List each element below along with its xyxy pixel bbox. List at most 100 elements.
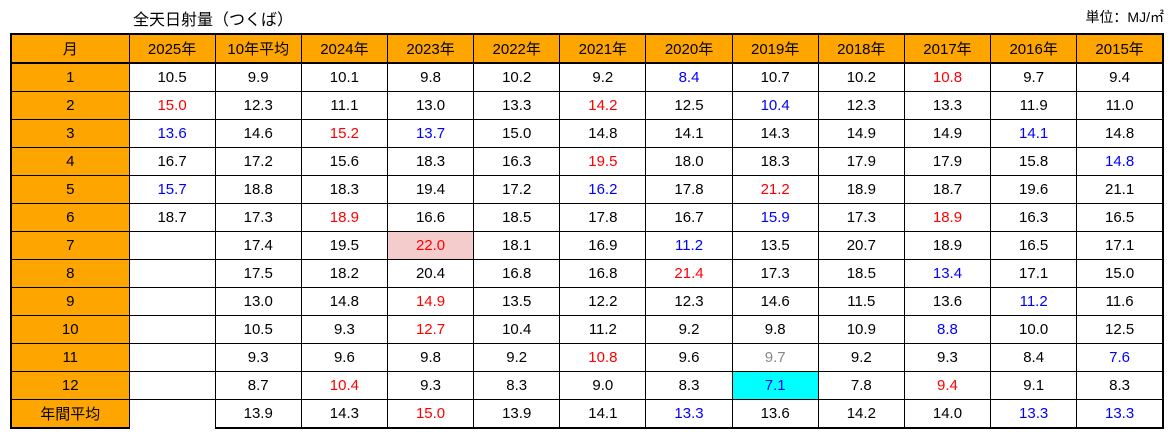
- value-cell: 10.0: [990, 315, 1078, 344]
- value-cell: 16.2: [559, 175, 647, 204]
- value-cell: 13.6: [731, 399, 819, 429]
- value-cell: 10.5: [128, 62, 216, 92]
- value-cell: 9.4: [903, 371, 992, 400]
- value-cell: 14.8: [300, 287, 388, 316]
- row-label-cell: 5: [10, 175, 130, 204]
- value-cell: 12.7: [386, 315, 475, 344]
- value-cell: 16.8: [559, 259, 647, 288]
- table-row: 7 17.4 19.5 22.0 18.1 16.9 11.2 13.5 20.7 18.9 16.…: [10, 231, 1164, 260]
- value-cell: 9.8: [386, 343, 475, 372]
- value-cell: 18.7: [903, 175, 992, 204]
- value-cell: 11.1: [300, 91, 388, 120]
- month-column-header: 月: [10, 33, 130, 64]
- value-cell: 16.3: [473, 147, 561, 176]
- value-cell: [128, 315, 216, 344]
- value-cell: 15.0: [386, 399, 475, 429]
- value-cell: 9.3: [300, 315, 388, 344]
- value-cell: 12.5: [1076, 315, 1164, 344]
- value-cell: 19.5: [300, 231, 388, 260]
- value-cell: 9.1: [990, 371, 1078, 400]
- value-cell: 9.7: [990, 62, 1078, 92]
- value-cell: 14.1: [990, 119, 1078, 148]
- value-cell: 10.4: [731, 91, 819, 120]
- value-cell: 9.9: [214, 62, 302, 92]
- row-label-cell: 3: [10, 119, 130, 148]
- value-cell: 17.9: [903, 147, 992, 176]
- value-cell: 11.2: [990, 287, 1078, 316]
- value-cell: 17.1: [990, 259, 1078, 288]
- value-cell: 18.9: [817, 175, 905, 204]
- value-cell: 7.8: [817, 371, 905, 400]
- value-cell: 18.9: [903, 231, 992, 260]
- value-cell: 9.2: [645, 315, 733, 344]
- value-cell: 13.0: [386, 91, 475, 120]
- value-cell: 14.0: [903, 399, 992, 429]
- value-cell: 19.6: [990, 175, 1078, 204]
- value-cell: 13.4: [903, 259, 992, 288]
- value-cell: 11.2: [559, 315, 647, 344]
- value-cell: 10.2: [473, 62, 561, 92]
- year-column-header: 2021年: [559, 33, 647, 64]
- value-cell: 13.6: [903, 287, 992, 316]
- value-cell: 8.4: [990, 343, 1078, 372]
- value-cell: 9.3: [214, 343, 302, 372]
- value-cell: 14.8: [1076, 147, 1164, 176]
- value-cell: 19.5: [559, 147, 647, 176]
- value-cell: 13.0: [214, 287, 302, 316]
- year-column-header: 2022年: [473, 33, 561, 64]
- year-column-header: 2018年: [817, 33, 905, 64]
- value-cell: 13.3: [903, 91, 992, 120]
- row-label-cell: 8: [10, 259, 130, 288]
- value-cell: 17.3: [731, 259, 819, 288]
- value-cell: 8.7: [214, 371, 302, 400]
- table-row: 10 10.5 9.3 12.7 10.4 11.2 9.2 9.8 10.9 8.8 10.0 12…: [10, 315, 1164, 344]
- value-cell: 13.7: [386, 119, 475, 148]
- value-cell: 17.2: [473, 175, 561, 204]
- value-cell: 9.0: [559, 371, 647, 400]
- value-cell: 14.9: [817, 119, 905, 148]
- table-row: 8 17.5 18.2 20.4 16.8 16.8 21.4 17.3 18.5 13.4 17.…: [10, 259, 1164, 288]
- table-body: 1 10.5 9.9 10.1 9.8 10.2 9.2 8.4 10.7 10.2 10.8 9.7…: [10, 62, 1164, 429]
- value-cell: 12.3: [817, 91, 905, 120]
- row-label-cell: 1: [10, 62, 130, 92]
- value-cell: 16.7: [128, 147, 216, 176]
- value-cell: 11.2: [645, 231, 733, 260]
- value-cell: [128, 399, 216, 428]
- value-cell: 17.3: [817, 203, 905, 232]
- value-cell: 14.3: [731, 119, 819, 148]
- value-cell: 16.6: [386, 203, 475, 232]
- value-cell: 16.8: [473, 259, 561, 288]
- year-column-header: 2024年: [300, 33, 388, 64]
- value-cell: 14.9: [903, 119, 992, 148]
- value-cell: 17.5: [214, 259, 302, 288]
- value-cell: 15.2: [300, 119, 388, 148]
- value-cell: 18.3: [731, 147, 819, 176]
- value-cell: 18.5: [817, 259, 905, 288]
- value-cell: 12.5: [645, 91, 733, 120]
- value-cell: 21.2: [731, 175, 819, 204]
- value-cell: 13.3: [990, 399, 1078, 429]
- table-header-row: 月 2025年 10年平均 2024年 2023年 2022年 2021年 2020年 2019…: [10, 33, 1164, 64]
- value-cell: 13.3: [1076, 399, 1164, 429]
- year-column-header: 2015年: [1076, 33, 1164, 64]
- value-cell: [128, 231, 216, 260]
- value-cell: 15.7: [128, 175, 216, 204]
- table-row: 9 13.0 14.8 14.9 13.5 12.2 12.3 14.6 11.5 13.6 11.…: [10, 287, 1164, 316]
- value-cell: 18.0: [645, 147, 733, 176]
- value-cell: 21.1: [1076, 175, 1164, 204]
- value-cell: 13.9: [473, 399, 561, 429]
- year-column-header: 2017年: [903, 33, 992, 64]
- value-cell: 8.3: [1076, 371, 1164, 400]
- table-row: 3 13.6 14.6 15.2 13.7 15.0 14.8 14.1 14.3 14.9 14.…: [10, 119, 1164, 148]
- value-cell: 10.5: [214, 315, 302, 344]
- value-cell: 17.9: [817, 147, 905, 176]
- value-cell: 15.0: [1076, 259, 1164, 288]
- value-cell: 17.1: [1076, 231, 1164, 260]
- year-column-header: 10年平均: [214, 33, 302, 64]
- value-cell: 20.7: [817, 231, 905, 260]
- table-row: 5 15.7 18.8 18.3 19.4 17.2 16.2 17.8 21.2 18.9 18.…: [10, 175, 1164, 204]
- value-cell: 12.3: [645, 287, 733, 316]
- value-cell: 18.3: [300, 175, 388, 204]
- value-cell: 17.8: [645, 175, 733, 204]
- value-cell: 13.3: [645, 399, 733, 429]
